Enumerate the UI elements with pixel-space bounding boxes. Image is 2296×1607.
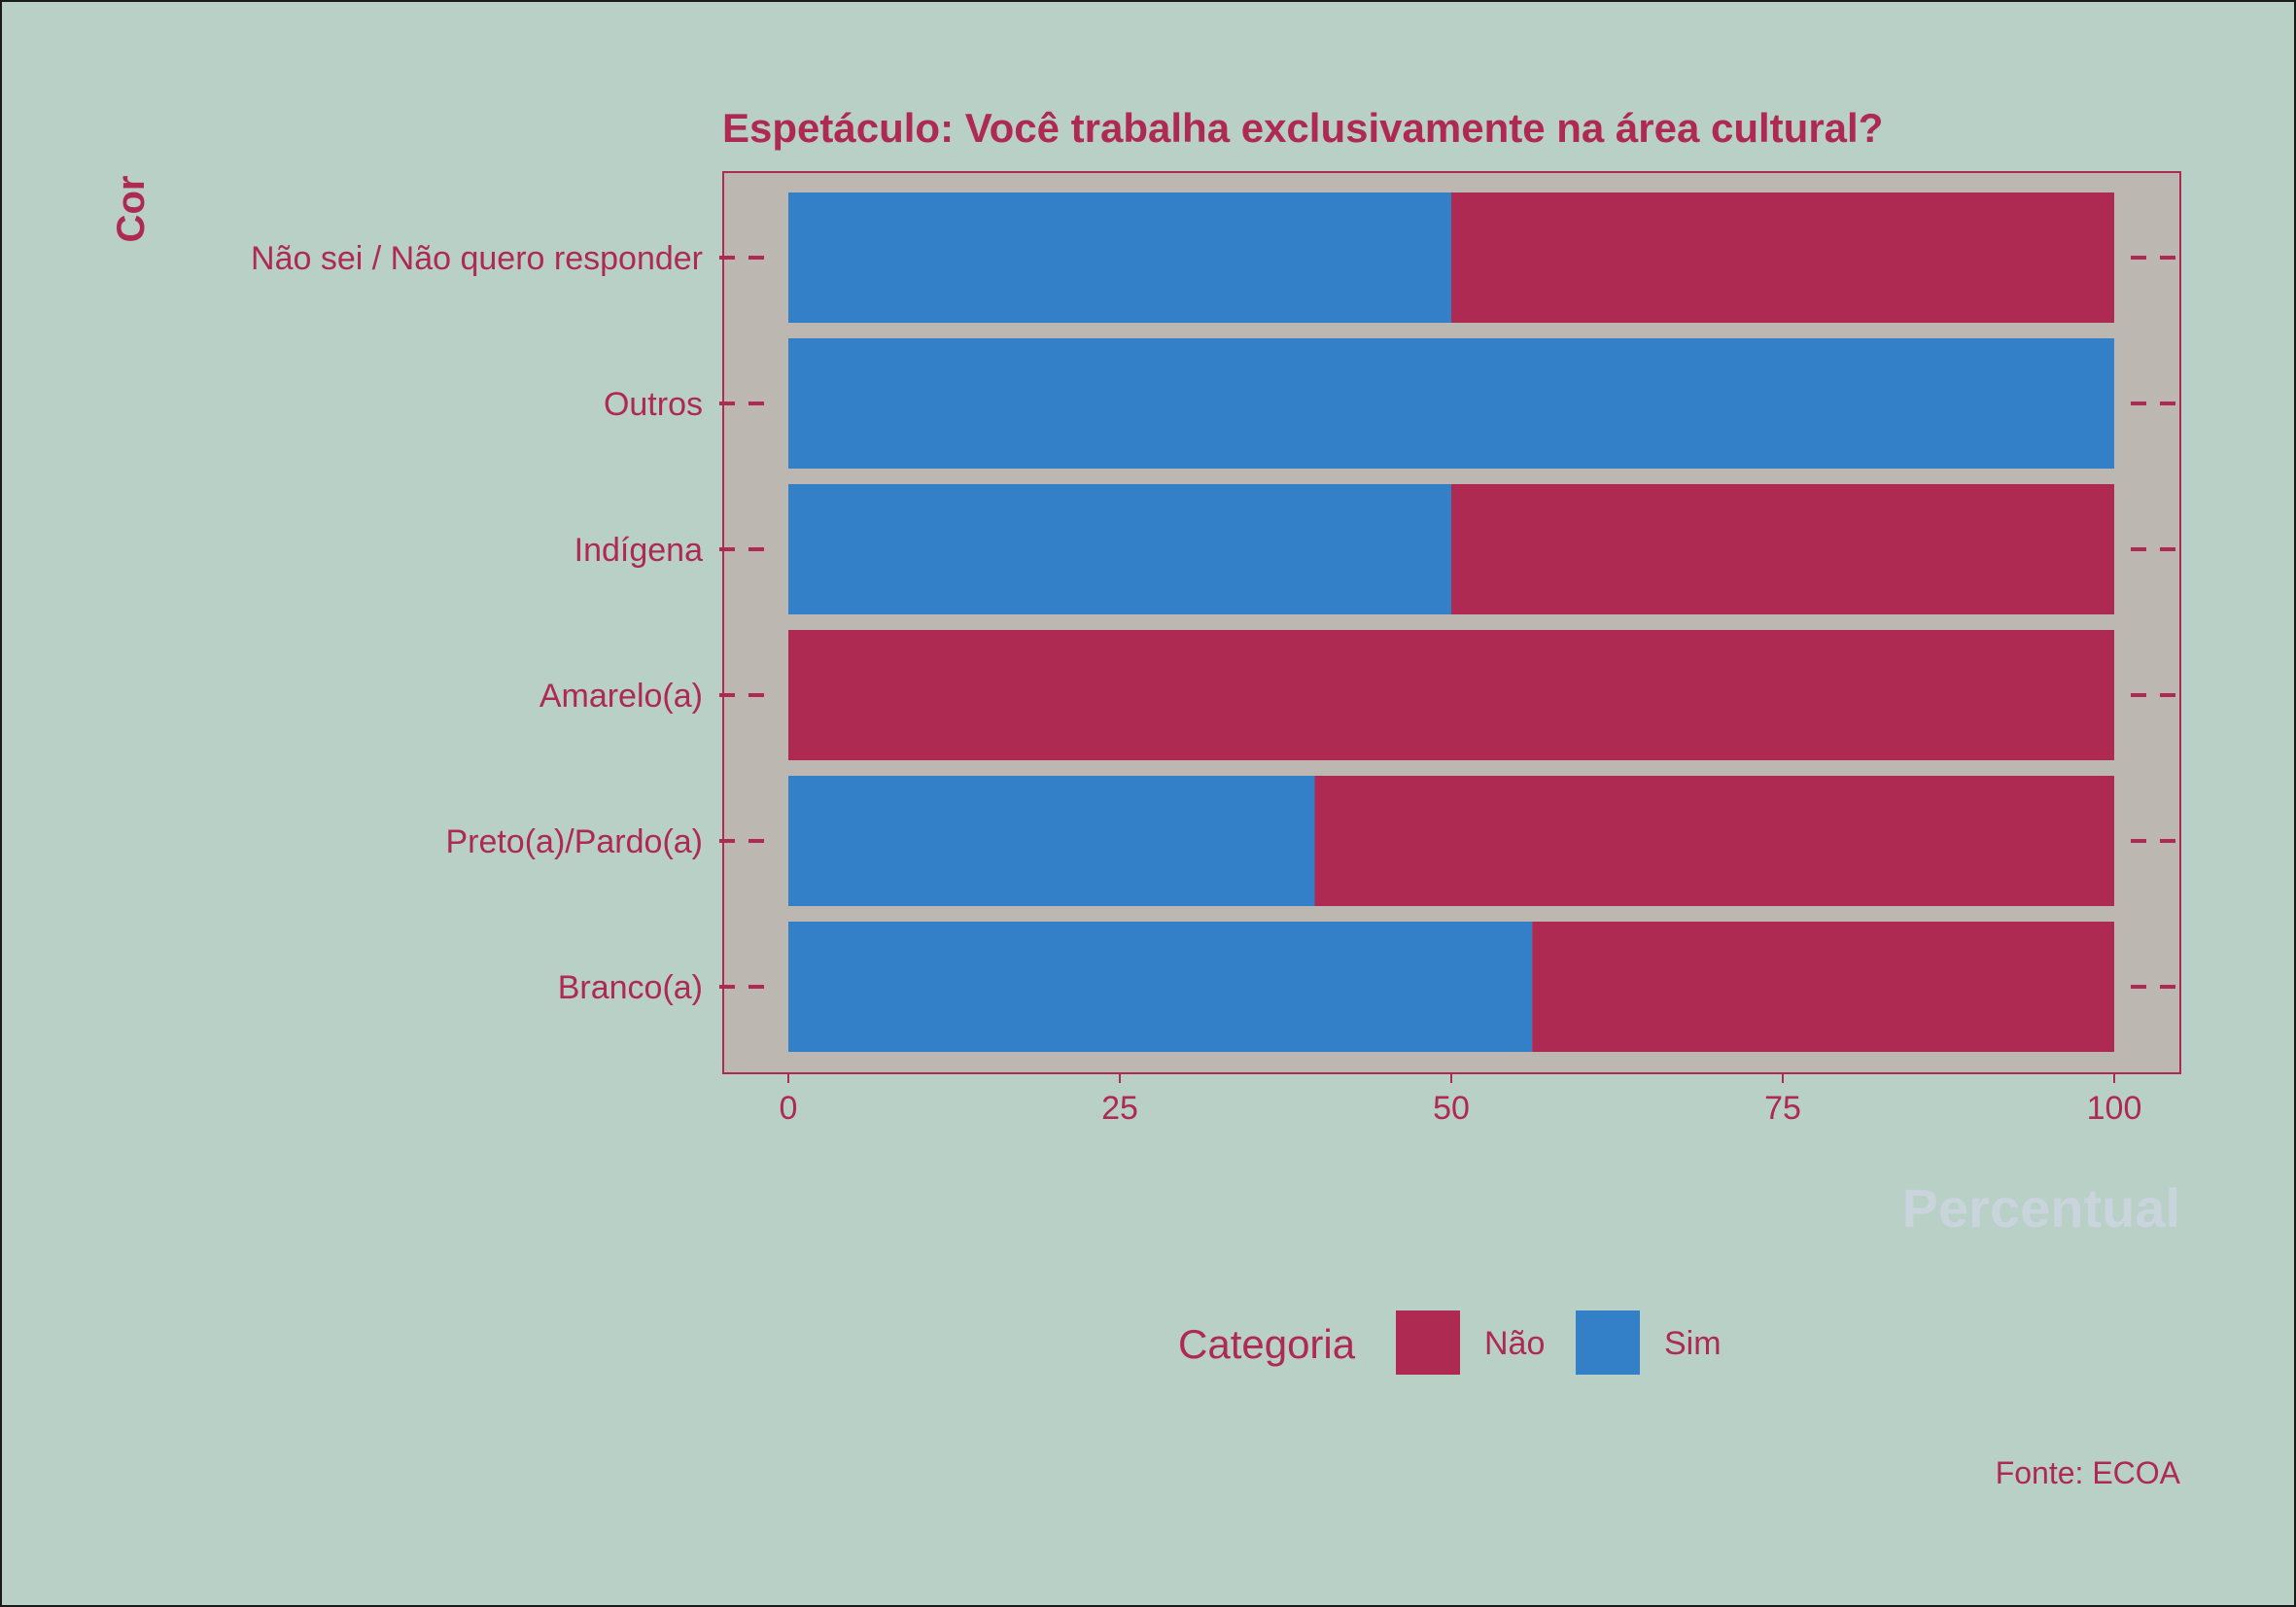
x-ticks-group: 0 25 50 75 100 <box>780 1073 2142 1127</box>
bar-sim-5 <box>788 922 1533 1052</box>
x-tick-label: 50 <box>1433 1090 1470 1127</box>
bar-sim-4 <box>788 776 1315 906</box>
x-tick-label: 0 <box>780 1090 798 1127</box>
bar-sim-1 <box>788 338 2114 469</box>
caption: Fonte: ECOA <box>1996 1455 2181 1490</box>
legend-title: Categoria <box>1178 1321 1356 1367</box>
x-tick-label: 100 <box>2087 1090 2142 1127</box>
bar-no-3 <box>788 630 2114 760</box>
bar-no-4 <box>1314 776 2114 906</box>
y-tick-label: Não sei / Não quero responder <box>251 240 703 277</box>
y-axis-title: Cor <box>110 176 153 243</box>
legend-label-nao: Não <box>1484 1325 1545 1362</box>
x-tick-label: 75 <box>1764 1090 1801 1127</box>
y-tick-label: Outros <box>604 386 703 423</box>
y-tick-label: Preto(a)/Pardo(a) <box>445 823 703 860</box>
bar-sim-2 <box>788 484 1451 614</box>
y-ticks-group: Não sei / Não quero responder Outros Indíg… <box>251 240 2183 1006</box>
y-tick-label: Branco(a) <box>558 969 703 1006</box>
bar-sim-0 <box>788 192 1451 323</box>
x-tick-label: 25 <box>1101 1090 1138 1127</box>
legend-label-sim: Sim <box>1664 1325 1722 1362</box>
bar-no-5 <box>1532 922 2114 1052</box>
legend: Categoria Não Sim <box>1178 1310 1722 1375</box>
chart-title: Espetáculo: Você trabalha exclusivamente… <box>722 105 1883 151</box>
y-tick-label: Amarelo(a) <box>539 678 703 715</box>
legend-swatch-sim <box>1576 1310 1640 1375</box>
bar-no-2 <box>1451 484 2114 614</box>
x-axis-title: Percentual <box>1902 1177 2180 1239</box>
legend-swatch-nao <box>1396 1310 1460 1375</box>
bar-no-0 <box>1451 192 2114 323</box>
y-tick-label: Indígena <box>574 532 703 569</box>
bars-group <box>788 192 2114 1052</box>
